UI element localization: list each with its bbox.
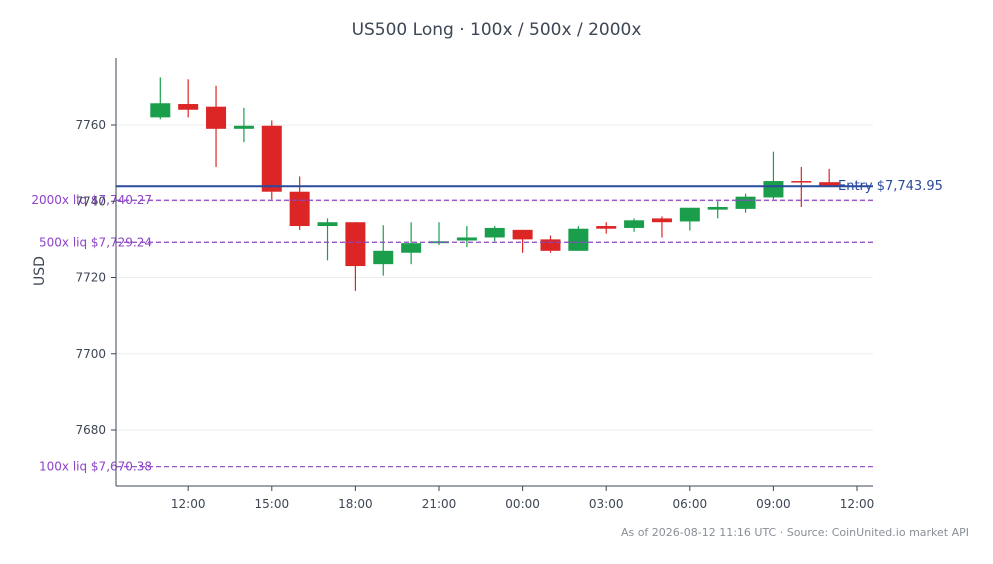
- candle-body: [261, 125, 282, 192]
- candle-body: [819, 182, 840, 186]
- candle-body: [540, 239, 561, 251]
- chart-title: US500 Long · 100x / 500x / 2000x: [351, 20, 642, 40]
- candle: [317, 218, 338, 261]
- candle-body: [373, 250, 394, 265]
- candle-body: [345, 222, 366, 267]
- candle-body: [456, 237, 477, 241]
- grid-lines: [116, 124, 873, 431]
- candle-body: [150, 103, 171, 118]
- candle: [206, 85, 227, 167]
- candle-body: [178, 104, 199, 110]
- x-tick-label: 06:00: [673, 497, 708, 511]
- x-tick-label: 18:00: [338, 497, 373, 511]
- candle-body: [707, 206, 728, 210]
- candle-body: [596, 226, 617, 229]
- reference-lines: Entry $7,743.95 2000x liq $7,740.27 500x l…: [31, 179, 943, 473]
- candle-body: [401, 243, 422, 253]
- liquidation-label: 2000x liq $7,740.27: [31, 193, 152, 207]
- source-footer: As of 2026-08-12 11:16 UTC · Source: Coi…: [620, 526, 969, 539]
- x-tick-label: 15:00: [255, 497, 290, 511]
- x-tick-label: 00:00: [505, 497, 540, 511]
- candle: [178, 79, 199, 118]
- axes: 7680 7700 7720 7760 7740 12:00 15:00 18:00 21:00…: [75, 58, 874, 511]
- candle: [373, 225, 394, 276]
- candle-body: [289, 191, 310, 227]
- candle-body: [679, 207, 700, 222]
- candle-body: [317, 222, 338, 227]
- y-tick-label: 7760: [75, 118, 106, 132]
- candle: [456, 226, 477, 247]
- y-tick-label: 7680: [75, 423, 106, 437]
- candle: [289, 176, 310, 230]
- candle-body: [484, 227, 505, 238]
- liquidation-label: 100x liq $7,670.38: [39, 460, 152, 474]
- candle-body: [206, 106, 227, 129]
- candle: [233, 107, 254, 143]
- candle: [624, 218, 645, 232]
- candle: [484, 226, 505, 242]
- candle-body: [568, 228, 589, 251]
- y-tick-label: 7720: [75, 271, 106, 285]
- candle: [651, 216, 672, 238]
- candle-body: [233, 125, 254, 129]
- candle-body: [651, 218, 672, 223]
- candle: [735, 193, 756, 213]
- entry-label: Entry $7,743.95: [838, 179, 943, 194]
- candle: [707, 201, 728, 219]
- candle: [679, 207, 700, 231]
- candles: [150, 77, 840, 291]
- candle: [261, 120, 282, 200]
- candle-body: [512, 229, 533, 240]
- candle: [150, 77, 171, 120]
- x-tick-label: 21:00: [422, 497, 457, 511]
- candle-body: [735, 196, 756, 209]
- y-tick-label: 7700: [75, 347, 106, 361]
- candle-body: [763, 181, 784, 198]
- candle: [763, 151, 784, 200]
- y-tick-label: 7740: [75, 194, 106, 208]
- candle: [540, 235, 561, 253]
- candle: [596, 222, 617, 234]
- candle: [429, 222, 449, 246]
- candle: [568, 226, 589, 251]
- x-tick-label: 12:00: [840, 497, 875, 511]
- x-tick-label: 12:00: [171, 497, 206, 511]
- x-tick-label: 09:00: [756, 497, 791, 511]
- x-tick-label: 03:00: [589, 497, 624, 511]
- candle: [401, 222, 422, 265]
- candle: [345, 222, 366, 291]
- liquidation-label: 500x liq $7,729.24: [39, 235, 152, 249]
- candle: [819, 168, 840, 186]
- candle: [512, 229, 533, 253]
- candle-body: [791, 181, 812, 183]
- candle-body: [624, 220, 645, 228]
